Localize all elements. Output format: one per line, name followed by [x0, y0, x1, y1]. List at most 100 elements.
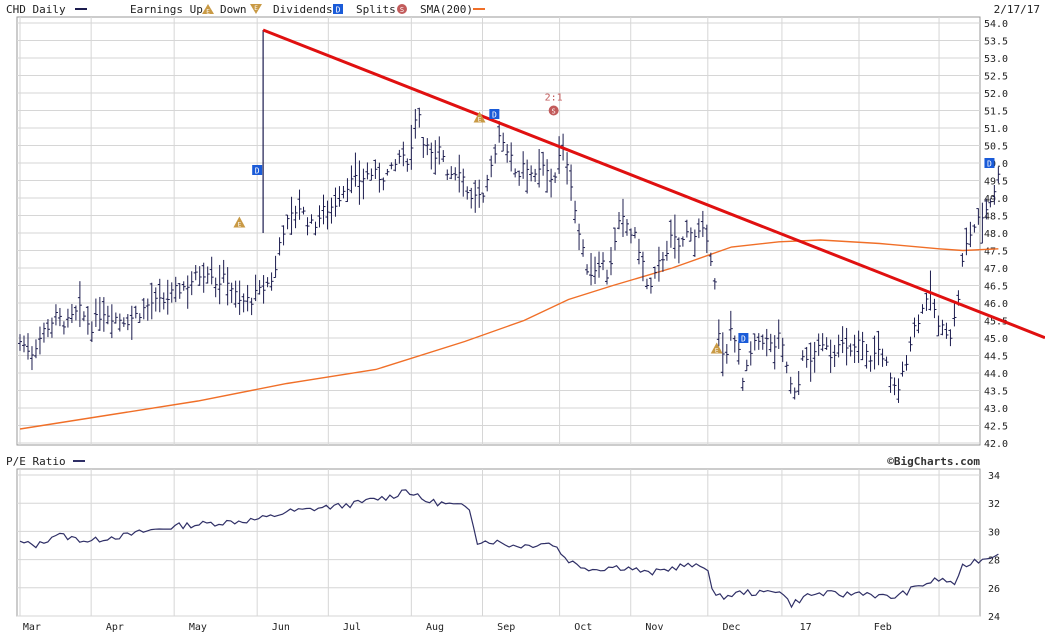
ohlc-bar	[153, 287, 158, 312]
ohlc-bar	[676, 237, 681, 264]
ohlc-bar	[948, 329, 953, 347]
dividends-label: Dividends	[273, 3, 333, 16]
ohlc-bar	[57, 307, 62, 327]
ohlc-bar	[265, 277, 270, 288]
ohlc-bar	[21, 335, 26, 353]
earnings-up-icon: E	[473, 111, 486, 124]
pe-line-path	[19, 489, 999, 609]
ohlc-bar	[333, 187, 338, 217]
ohlc-bar	[137, 313, 142, 323]
ohlc-bar	[245, 284, 250, 312]
sma-legend-swatch	[473, 8, 485, 10]
ohlc-bar	[169, 282, 174, 303]
dividend-marker-letter: D	[492, 111, 497, 120]
ohlc-bar	[501, 132, 506, 152]
earnings-up-icon: E	[202, 4, 214, 16]
ohlc-bar	[73, 305, 78, 321]
pe-y-tick-label: 34	[988, 471, 1000, 482]
ohlc-bar	[712, 278, 717, 290]
ohlc-bar	[756, 333, 761, 350]
price-y-tick-label: 47.5	[984, 247, 1008, 258]
ohlc-bar	[61, 321, 66, 335]
ohlc-bar	[117, 313, 122, 332]
dividend-icon: D	[738, 333, 749, 344]
dividend-icon: D	[489, 109, 500, 120]
ohlc-bar	[684, 219, 689, 238]
price-y-axis: 54.0 53.5 53.0 52.5 52.0 51.5 51.0 50.5 50.0 49.5…	[984, 19, 1008, 450]
ohlc-bar	[497, 120, 502, 143]
split-marker-shape	[548, 105, 559, 116]
ohlc-bar	[537, 148, 542, 188]
ohlc-bar	[736, 341, 741, 365]
symbol-label: CHD Daily	[6, 3, 66, 16]
ohlc-bar	[349, 165, 354, 194]
earnings-marker-shape	[710, 342, 723, 354]
ohlc-bar	[461, 168, 466, 197]
ohlc-bar	[105, 305, 110, 325]
ohlc-bar	[285, 214, 290, 230]
ohlc-bar	[293, 205, 298, 229]
price-y-tick-label: 51.0	[984, 124, 1008, 135]
ohlc-bar	[305, 217, 310, 236]
ohlc-bar	[820, 333, 825, 352]
price-y-tick-label: 48.0	[984, 229, 1008, 240]
ohlc-bar	[632, 227, 637, 239]
ohlc-bar	[517, 170, 522, 186]
ohlc-bar	[473, 180, 478, 213]
ohlc-bar	[513, 168, 518, 178]
price-y-tick-label: 53.5	[984, 37, 1008, 48]
ohlc-bar	[45, 319, 50, 338]
ohlc-bar	[69, 303, 74, 324]
ohlc-bar	[936, 315, 941, 337]
ohlc-bar	[469, 187, 474, 209]
earnings-up-icon: E	[710, 342, 723, 355]
ohlc-bar	[481, 192, 486, 203]
ohlc-bar	[776, 319, 781, 349]
pe-y-tick-label: 32	[988, 499, 1000, 510]
pe-y-axis: 34 32 30 28 26 24	[988, 471, 1000, 623]
price-y-tick-label: 45.5	[984, 317, 1008, 328]
ohlc-bar	[173, 276, 178, 303]
pe-y-tick-label: 28	[988, 556, 1000, 567]
earnings-up-icon: E	[233, 216, 246, 229]
ohlc-bar	[764, 328, 769, 357]
svg-text:D: D	[336, 6, 341, 15]
ohlc-bar	[37, 326, 42, 355]
ohlc-bar	[185, 275, 190, 309]
ohlc-bar	[636, 238, 641, 265]
ohlc-bar	[696, 218, 701, 239]
ohlc-bar	[868, 355, 873, 372]
ohlc-bar	[664, 240, 669, 261]
earnings-down-icon: E	[250, 4, 262, 14]
ohlc-bar	[453, 167, 458, 181]
ohlc-bar	[732, 335, 737, 353]
ohlc-bar	[505, 144, 510, 163]
ohlc-bar	[892, 377, 897, 396]
event-markers: E E E D D D D S	[233, 105, 995, 355]
ohlc-bar	[720, 332, 725, 377]
ohlc-bar	[18, 334, 22, 351]
ohlc-bar	[884, 356, 889, 366]
trendline-path	[262, 28, 1045, 340]
x-tick-label: Feb	[874, 622, 892, 633]
ohlc-bar	[477, 179, 482, 208]
sma-label: SMA(200)	[420, 3, 473, 16]
ohlc-bar	[321, 194, 326, 225]
ohlc-bar	[752, 333, 757, 351]
ohlc-bar	[325, 200, 330, 230]
price-panel: 54.0 53.5 53.0 52.5 52.0 51.5 51.0 50.5 50.0 49.5…	[16, 16, 1045, 450]
watermark: ©BigCharts.com	[887, 455, 980, 468]
pe-grid	[17, 469, 980, 617]
dividend-marker-letter: D	[987, 160, 992, 169]
ohlc-bar	[656, 246, 661, 282]
price-panel-frame	[16, 16, 981, 446]
price-y-tick-label: 51.5	[984, 107, 1008, 118]
ohlc-bar	[836, 334, 841, 358]
ohlc-bar	[109, 304, 114, 339]
ohlc-bar	[748, 341, 753, 366]
x-tick-label: Aug	[426, 622, 444, 633]
ohlc-bar	[648, 277, 653, 294]
ohlc-bar	[992, 184, 997, 205]
ohlc-bar	[832, 344, 837, 368]
ohlc-bar	[557, 136, 562, 174]
